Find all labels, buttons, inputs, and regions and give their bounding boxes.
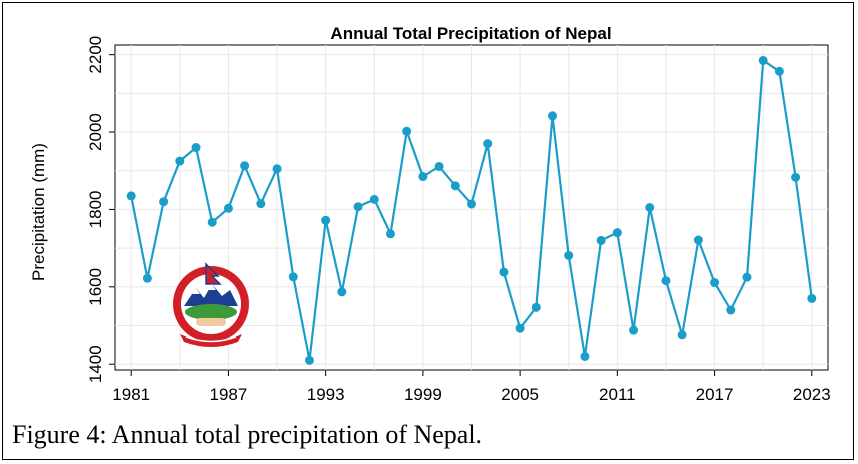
data-point (499, 267, 509, 277)
data-point (207, 217, 217, 227)
data-points (126, 55, 817, 365)
data-point (402, 126, 412, 136)
data-point (726, 305, 736, 315)
data-point (645, 203, 655, 212)
data-point (531, 302, 541, 312)
data-point (126, 191, 136, 201)
data-point (580, 351, 590, 361)
data-point (791, 172, 801, 182)
data-point (450, 181, 460, 191)
data-point (515, 323, 525, 333)
data-point (596, 235, 606, 245)
data-point (353, 202, 363, 212)
data-point (693, 235, 703, 245)
x-axis-ticks: 1981 1987 1993 1999 2005 2011 2017 2023 (112, 370, 831, 404)
data-point (548, 111, 558, 121)
x-tick-label: 2011 (599, 385, 636, 404)
y-tick-label: 1600 (86, 268, 105, 306)
data-point (564, 250, 574, 260)
data-point (661, 276, 671, 286)
data-point (191, 143, 201, 153)
data-point (774, 66, 784, 76)
figure-caption: Figure 4: Annual total precipitation of … (12, 420, 483, 449)
data-point (385, 229, 395, 239)
data-point (758, 55, 768, 65)
data-point (321, 215, 331, 225)
y-tick-label: 1800 (86, 191, 105, 229)
data-point (612, 228, 622, 238)
data-point (677, 330, 687, 340)
data-point (256, 199, 266, 209)
data-point (223, 203, 233, 213)
data-point (337, 287, 347, 297)
x-tick-label: 1993 (307, 385, 345, 404)
data-point (369, 194, 379, 204)
data-point (434, 161, 444, 171)
chart-title: Annual Total Precipitation of Nepal (330, 24, 611, 43)
data-point (467, 199, 476, 209)
y-tick-label: 1400 (86, 345, 105, 383)
y-axis-label: Precipitation (mm) (29, 143, 48, 281)
data-point (742, 272, 752, 282)
x-tick-label: 2017 (696, 385, 734, 404)
x-tick-label: 1999 (404, 385, 442, 404)
data-point (710, 278, 720, 288)
nepal-emblem-logo (173, 262, 249, 347)
data-point (175, 156, 185, 166)
data-point (288, 272, 298, 282)
data-point (304, 355, 314, 365)
data-point (629, 325, 639, 335)
data-point (807, 293, 817, 303)
x-tick-label: 2023 (793, 385, 831, 404)
data-point (142, 273, 152, 283)
data-point (418, 172, 428, 182)
x-tick-label: 2005 (501, 385, 539, 404)
data-point (240, 161, 250, 171)
data-point (272, 164, 282, 174)
y-axis-ticks: 1400 1600 1800 2000 2200 (86, 36, 115, 383)
x-tick-label: 1987 (210, 385, 248, 404)
x-tick-label: 1981 (112, 385, 150, 404)
data-point (159, 197, 169, 207)
data-point (483, 139, 493, 149)
y-tick-label: 2000 (86, 113, 105, 151)
y-tick-label: 2200 (86, 36, 105, 74)
